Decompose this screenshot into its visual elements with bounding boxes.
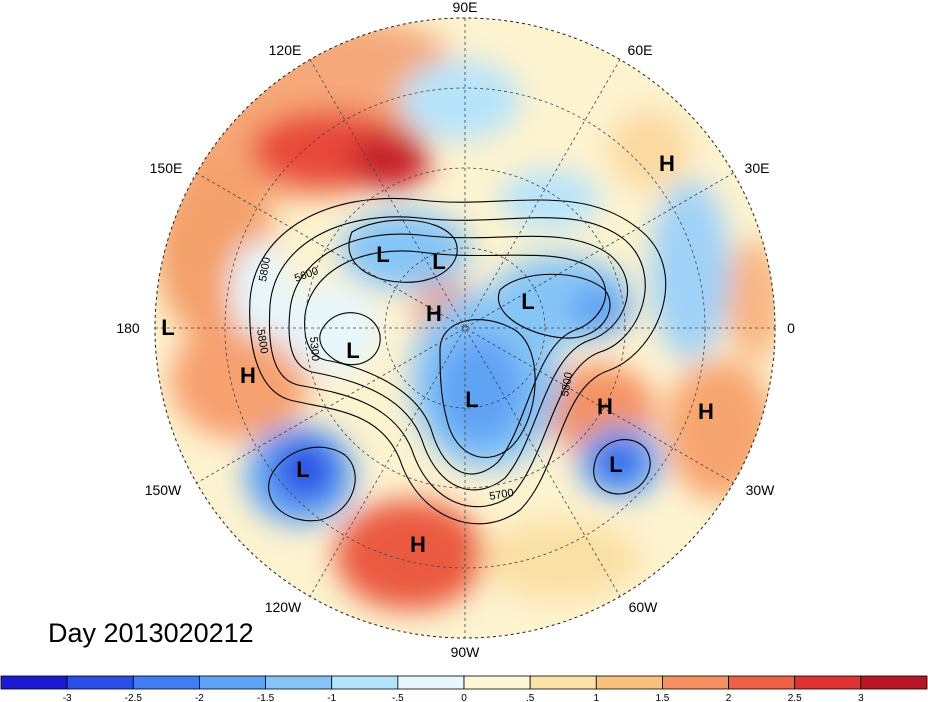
- colorbar-swatch: [795, 676, 861, 689]
- colorbar-label: 3: [858, 693, 864, 702]
- low-center: L: [346, 338, 359, 363]
- lon-label-90w: 90W: [451, 644, 481, 660]
- low-center: L: [296, 457, 309, 482]
- colorbar-label: -.5: [392, 693, 404, 702]
- high-center: H: [659, 151, 675, 176]
- colorbar-swatch: [398, 676, 464, 689]
- colorbar-label: 2: [726, 693, 732, 702]
- colorbar-swatch: [662, 676, 728, 689]
- colorbar-swatch: [596, 676, 662, 689]
- lon-label-90e: 90E: [453, 0, 478, 15]
- colorbar-label: -2.5: [125, 693, 143, 702]
- colorbar-label: -1: [327, 693, 336, 702]
- high-center: H: [597, 394, 613, 419]
- colorbar-label: -3: [63, 693, 72, 702]
- low-center: L: [465, 387, 478, 412]
- colorbar-label: .5: [526, 693, 535, 702]
- low-center: L: [609, 452, 622, 477]
- low-center: L: [521, 289, 534, 314]
- colorbar-label: -1.5: [257, 693, 275, 702]
- high-center: H: [698, 399, 714, 424]
- anomaly-shading: [150, 15, 785, 645]
- colorbar-label: 1: [594, 693, 600, 702]
- colorbar-swatch: [67, 676, 133, 689]
- lon-label-180: 180: [116, 320, 140, 336]
- colorbar-swatch: [861, 676, 927, 689]
- high-center: H: [410, 532, 426, 557]
- colorbar-label: 0: [461, 693, 467, 702]
- date-title: Day 2013020212: [48, 618, 254, 649]
- contour-label: 5300: [307, 336, 321, 361]
- low-center: L: [161, 315, 174, 340]
- colorbar-swatch: [1, 676, 67, 689]
- lon-label-30w: 30W: [746, 482, 776, 498]
- lon-label-60w: 60W: [629, 599, 659, 615]
- high-center: H: [426, 301, 442, 326]
- colorbar-swatch: [199, 676, 265, 689]
- colorbar-swatch: [266, 676, 332, 689]
- lon-label-120w: 120W: [265, 599, 302, 615]
- high-center: H: [240, 363, 256, 388]
- colorbar: -3 -2.5 -2 -1.5 -1 -.5 0 .5 1 1.5 2 2.5 3: [0, 675, 928, 702]
- lon-label-30e: 30E: [745, 160, 770, 176]
- colorbar-swatch: [729, 676, 795, 689]
- lon-label-150w: 150W: [145, 482, 182, 498]
- colorbar-label: -2: [195, 693, 204, 702]
- colorbar-label: 2.5: [788, 693, 802, 702]
- colorbar-swatch: [464, 676, 530, 689]
- colorbar-swatch: [332, 676, 398, 689]
- colorbar-label: 1.5: [655, 693, 669, 702]
- lon-label-0: 0: [787, 320, 795, 336]
- lon-label-60e: 60E: [628, 42, 653, 58]
- low-center: L: [432, 249, 445, 274]
- lon-label-150e: 150E: [150, 160, 183, 176]
- lon-label-120e: 120E: [269, 42, 302, 58]
- colorbar-swatch: [530, 676, 596, 689]
- polar-stereographic-map: 90E 60E 30E 0 30W 60W 90W 120W 150W 180 …: [0, 0, 928, 675]
- low-center: L: [376, 242, 389, 267]
- colorbar-swatch: [133, 676, 199, 689]
